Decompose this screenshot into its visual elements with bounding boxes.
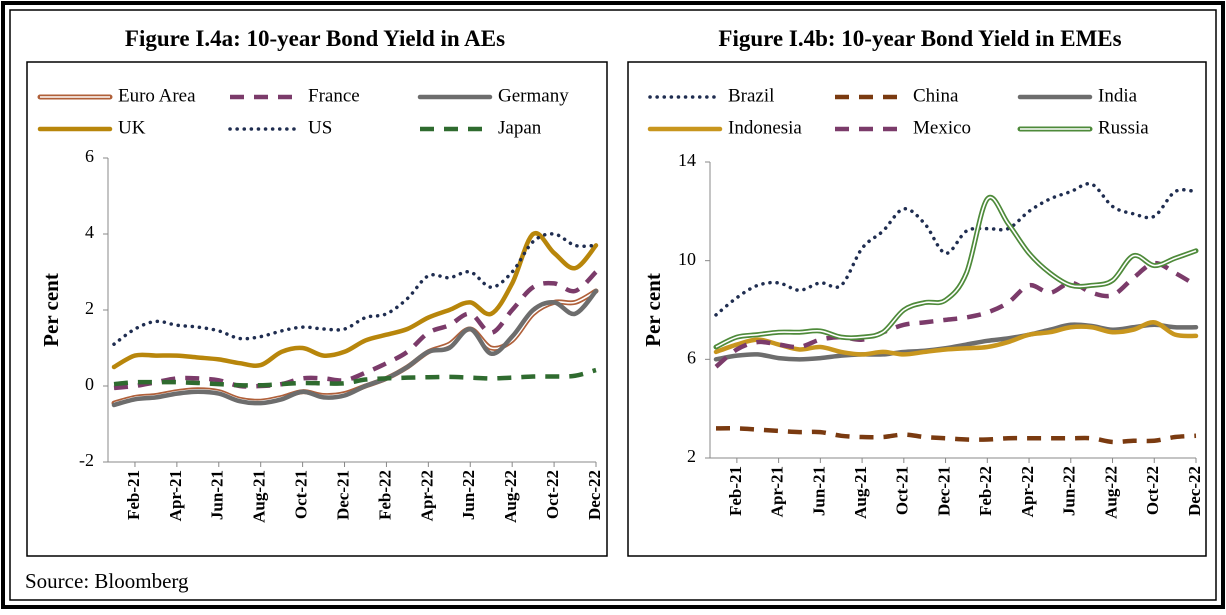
x-tick-label: Jun-22 [459,470,478,520]
series-line [111,288,599,408]
x-tick-label: Aug-22 [1101,466,1120,519]
legend-label: China [913,85,959,106]
legend-label: Euro Area [118,85,196,106]
y-tick-label: -2 [79,450,94,470]
chart-title: Figure I.4a: 10-year Bond Yield in AEs [125,26,505,51]
y-tick-label: 0 [85,374,94,394]
x-tick-label: Aug-21 [250,470,269,523]
x-tick-label: Apr-22 [1018,466,1037,517]
x-tick-label: Apr-21 [768,466,787,517]
x-tick-label: Oct-21 [893,466,912,515]
source: Source: Bloomberg [25,569,189,593]
y-tick-label: 4 [85,222,94,242]
panel-a [26,61,608,557]
y-tick-label: 2 [85,298,94,318]
legend-label: Russia [1098,117,1149,138]
series-line [715,426,1197,445]
x-tick-label: Feb-22 [375,470,394,520]
series-line [713,320,1199,357]
x-tick-label: Dec-21 [333,470,352,520]
x-tick-label: Jun-22 [1060,466,1079,516]
x-tick-label: Feb-21 [726,466,745,516]
x-tick-label: Dec-22 [585,470,604,520]
series-line [713,322,1199,362]
x-tick-label: Dec-22 [1185,466,1204,516]
x-tick-label: Apr-22 [417,470,436,521]
x-tick-label: Apr-21 [166,470,185,521]
legend-label: France [308,85,360,106]
legend-label: India [1098,85,1138,106]
x-tick-label: Feb-22 [976,466,995,516]
series-line [113,367,597,388]
legend-label: Brazil [728,85,774,106]
y-axis-label: Per cent [641,273,665,347]
y-tick-label: 2 [687,446,696,466]
legend-label: US [308,117,332,138]
series-line [714,181,1198,317]
panel-b [627,61,1207,557]
x-tick-label: Aug-21 [851,466,870,519]
x-tick-label: Jun-21 [208,470,227,520]
x-tick-label: Aug-22 [501,470,520,523]
x-tick-label: Oct-22 [543,470,562,519]
y-tick-label: 14 [678,150,696,170]
series-line-inner [715,196,1197,348]
legend-label: Mexico [913,117,971,138]
y-tick-label: 10 [678,249,696,269]
legend-label: Germany [498,85,569,106]
series-line [714,260,1198,369]
x-tick-label: Oct-21 [292,470,311,519]
y-tick-label: 6 [687,347,696,367]
series-line [111,230,599,370]
x-tick-label: Feb-21 [124,470,143,520]
legend-label: Indonesia [728,117,802,138]
series-line [113,270,598,391]
legend-label: UK [118,117,146,138]
x-tick-label: Jun-21 [809,466,828,516]
inner-border [9,9,1217,601]
x-tick-label: Dec-21 [934,466,953,516]
y-tick-label: 6 [85,146,94,166]
y-axis-label: Per cent [39,273,63,347]
x-tick-label: Oct-22 [1143,466,1162,515]
legend-label: Japan [498,117,542,138]
chart-title: Figure I.4b: 10-year Bond Yield in EMEs [718,26,1121,51]
